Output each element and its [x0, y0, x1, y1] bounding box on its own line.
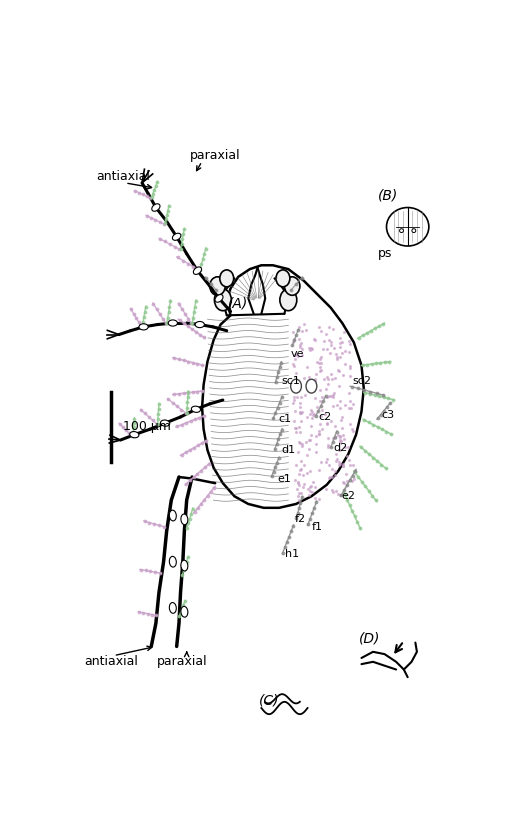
Text: e1: e1 — [277, 474, 291, 484]
Text: sc1: sc1 — [280, 376, 299, 386]
Ellipse shape — [129, 431, 138, 438]
Ellipse shape — [386, 208, 428, 246]
Text: e2: e2 — [341, 491, 355, 501]
Ellipse shape — [411, 229, 415, 233]
Text: ve: ve — [290, 349, 304, 359]
Ellipse shape — [215, 294, 222, 302]
Text: antiaxial: antiaxial — [84, 656, 138, 668]
Ellipse shape — [152, 204, 160, 211]
Ellipse shape — [181, 514, 187, 524]
Ellipse shape — [138, 324, 148, 330]
Ellipse shape — [219, 270, 233, 287]
Text: f2: f2 — [294, 514, 305, 524]
Ellipse shape — [169, 510, 176, 521]
Ellipse shape — [181, 560, 187, 571]
Polygon shape — [202, 265, 363, 508]
Text: (A): (A) — [228, 297, 248, 311]
Ellipse shape — [399, 229, 403, 233]
Text: f1: f1 — [312, 522, 323, 532]
Ellipse shape — [168, 320, 177, 326]
Text: ps: ps — [377, 247, 391, 260]
Ellipse shape — [160, 420, 169, 426]
Ellipse shape — [279, 289, 296, 311]
Text: paraxial: paraxial — [156, 656, 207, 668]
Ellipse shape — [195, 322, 204, 327]
Text: sc2: sc2 — [351, 376, 370, 386]
Text: c3: c3 — [381, 411, 394, 420]
Text: paraxial: paraxial — [189, 149, 240, 162]
Ellipse shape — [191, 406, 200, 412]
Ellipse shape — [209, 277, 225, 295]
Text: h1: h1 — [285, 549, 299, 559]
Ellipse shape — [193, 267, 201, 274]
Text: d2: d2 — [333, 443, 347, 453]
Text: 100 μm: 100 μm — [123, 420, 171, 434]
Ellipse shape — [290, 379, 301, 393]
Ellipse shape — [275, 270, 289, 287]
Text: c2: c2 — [318, 412, 331, 422]
Ellipse shape — [305, 379, 316, 393]
Ellipse shape — [172, 234, 181, 240]
Ellipse shape — [214, 289, 231, 311]
Ellipse shape — [169, 556, 176, 567]
Text: d1: d1 — [280, 445, 295, 455]
Text: (D): (D) — [358, 632, 379, 646]
Ellipse shape — [181, 607, 187, 617]
Ellipse shape — [284, 277, 299, 295]
Text: (C): (C) — [259, 693, 279, 707]
Ellipse shape — [169, 602, 176, 613]
Text: (B): (B) — [378, 189, 398, 203]
Text: c1: c1 — [277, 415, 291, 425]
Text: antiaxial: antiaxial — [96, 170, 150, 183]
